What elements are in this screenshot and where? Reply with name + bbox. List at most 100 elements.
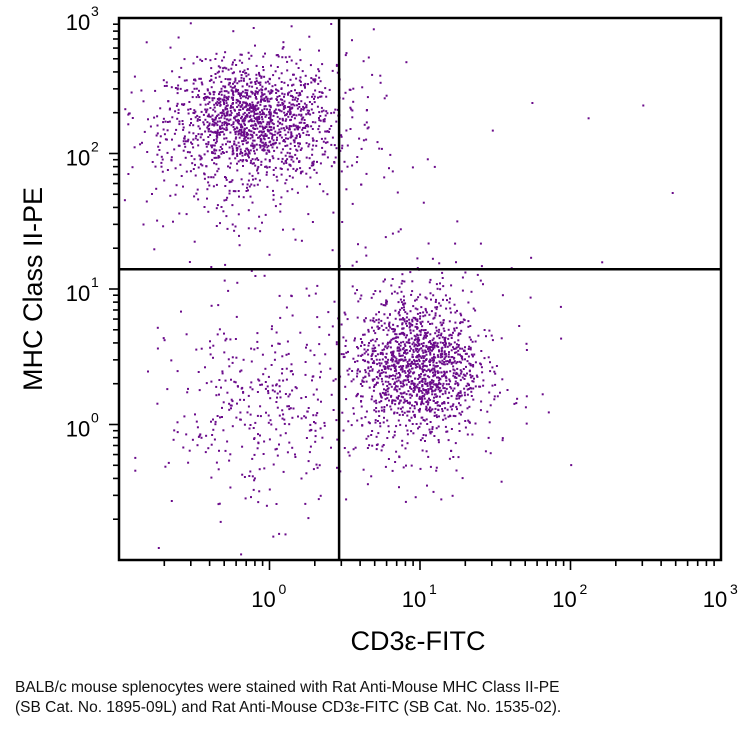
data-point	[474, 340, 477, 343]
data-point	[476, 273, 479, 276]
data-point	[245, 133, 248, 136]
data-point	[246, 82, 249, 85]
data-point	[302, 116, 305, 119]
data-point	[181, 120, 184, 122]
data-point	[430, 349, 433, 352]
data-point	[282, 413, 285, 416]
data-point	[226, 118, 229, 121]
data-point	[424, 378, 427, 381]
data-point	[395, 369, 398, 372]
data-point	[225, 198, 228, 201]
data-point	[189, 22, 192, 25]
data-point	[377, 377, 380, 380]
data-point	[436, 335, 439, 338]
data-point	[278, 142, 281, 145]
data-point	[292, 123, 295, 126]
data-point	[214, 152, 217, 155]
data-point	[276, 95, 279, 98]
data-point	[192, 146, 195, 149]
data-point	[426, 375, 429, 378]
data-point	[253, 113, 256, 115]
data-point	[258, 117, 261, 120]
data-point	[333, 300, 336, 303]
data-point	[448, 391, 451, 394]
data-point	[354, 446, 357, 449]
data-point	[277, 342, 280, 345]
data-point	[254, 122, 257, 125]
data-point	[479, 362, 482, 365]
data-point	[324, 87, 327, 90]
data-point	[483, 329, 486, 331]
data-point	[404, 356, 406, 359]
data-point	[246, 113, 248, 116]
data-point	[259, 81, 262, 84]
data-point	[274, 108, 277, 111]
data-point	[264, 127, 266, 129]
data-point	[467, 348, 470, 350]
data-point	[229, 162, 232, 165]
data-point	[348, 367, 351, 370]
data-point	[560, 337, 563, 340]
data-point	[374, 340, 377, 343]
data-point	[501, 294, 504, 297]
data-point	[422, 315, 425, 318]
y-axis-title: MHC Class II-PE	[18, 187, 48, 391]
data-point	[127, 173, 130, 175]
data-point	[418, 365, 421, 367]
data-point	[425, 359, 427, 361]
data-point	[424, 364, 427, 367]
data-point	[221, 111, 223, 114]
data-point	[176, 370, 179, 373]
data-point	[444, 425, 447, 428]
data-point	[269, 132, 272, 135]
data-point	[330, 446, 332, 449]
data-point	[286, 60, 289, 63]
data-point	[233, 81, 236, 84]
data-point	[165, 138, 168, 141]
data-point	[243, 476, 246, 478]
data-point	[412, 383, 415, 386]
data-point	[470, 364, 473, 367]
data-point	[292, 167, 295, 170]
data-point	[220, 87, 223, 90]
data-point	[319, 115, 322, 117]
data-point	[432, 343, 435, 346]
data-point	[448, 344, 451, 347]
data-point	[441, 277, 444, 279]
data-point	[452, 331, 454, 334]
data-point	[248, 85, 251, 88]
data-point	[211, 131, 214, 134]
data-point	[258, 115, 260, 118]
data-point	[250, 130, 253, 133]
data-point	[344, 91, 347, 94]
data-point	[444, 417, 447, 420]
data-point	[343, 355, 346, 358]
data-point	[346, 318, 349, 321]
data-point	[318, 183, 321, 186]
data-point	[394, 328, 396, 331]
data-point	[241, 120, 244, 123]
data-point	[213, 131, 216, 134]
data-point	[301, 128, 304, 131]
data-point	[439, 378, 441, 380]
data-point	[513, 402, 516, 405]
data-point	[366, 127, 369, 130]
data-point	[207, 210, 210, 213]
data-point	[333, 111, 336, 114]
data-point	[311, 153, 314, 156]
data-point	[295, 136, 298, 139]
data-point	[400, 385, 403, 388]
data-point	[394, 374, 397, 377]
data-point	[448, 342, 451, 345]
data-point	[429, 353, 432, 356]
data-point	[296, 104, 298, 107]
data-point	[198, 389, 201, 392]
data-point	[409, 322, 412, 325]
data-point	[380, 324, 383, 327]
data-point	[193, 78, 196, 81]
data-point	[240, 131, 243, 134]
data-point	[248, 120, 251, 122]
data-point	[421, 378, 424, 380]
data-point	[176, 117, 179, 120]
data-point	[234, 85, 236, 88]
